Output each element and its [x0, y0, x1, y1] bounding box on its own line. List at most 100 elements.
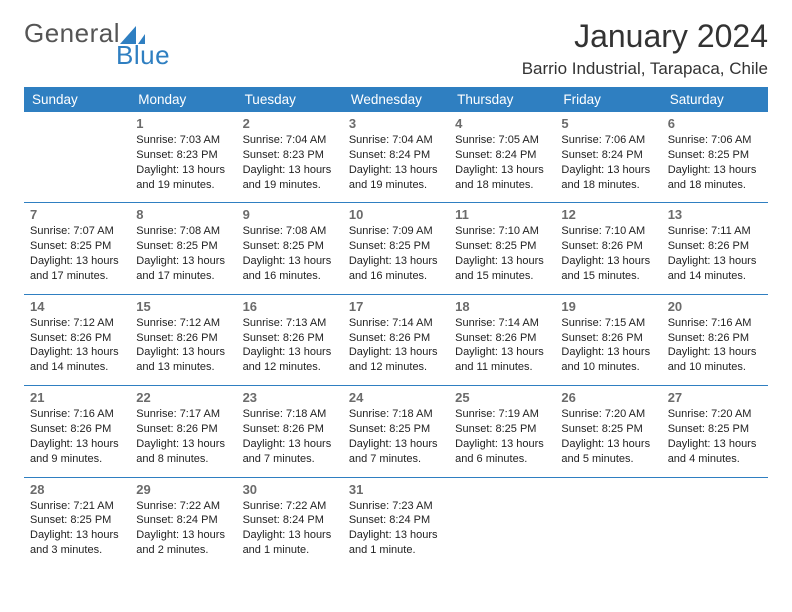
day-info: Sunrise: 7:15 AMSunset: 8:26 PMDaylight:…	[561, 316, 655, 375]
day-info: Sunrise: 7:04 AMSunset: 8:23 PMDaylight:…	[243, 133, 337, 192]
location-text: Barrio Industrial, Tarapaca, Chile	[522, 59, 768, 79]
calendar-cell: 21Sunrise: 7:16 AMSunset: 8:26 PMDayligh…	[24, 386, 130, 477]
day-number: 14	[30, 299, 124, 314]
day-info: Sunrise: 7:20 AMSunset: 8:25 PMDaylight:…	[668, 407, 762, 466]
calendar-cell: 17 Sunrise: 7:14 AMSunset: 8:26 PMDayligh…	[343, 294, 449, 385]
calendar-cell: 8 Sunrise: 7:08 AMSunset: 8:25 PMDaylight…	[130, 203, 236, 294]
calendar-cell: 22Sunrise: 7:17 AMSunset: 8:26 PMDayligh…	[130, 386, 236, 477]
day-header-row: Sunday Monday Tuesday Wednesday Thursday…	[24, 87, 768, 112]
day-number: 30	[243, 482, 337, 497]
day-number: 5	[561, 116, 655, 131]
calendar-cell: 11 Sunrise: 7:10 AMSunset: 8:25 PMDayligh…	[449, 203, 555, 294]
day-info: Sunrise: 7:21 AMSunset: 8:25 PMDaylight:…	[30, 499, 124, 558]
day-info: Sunrise: 7:10 AMSunset: 8:26 PMDaylight:…	[561, 224, 655, 283]
day-info: Sunrise: 7:17 AMSunset: 8:26 PMDaylight:…	[136, 407, 230, 466]
day-info: Sunrise: 7:04 AMSunset: 8:24 PMDaylight:…	[349, 133, 443, 192]
day-info: Sunrise: 7:11 AMSunset: 8:26 PMDaylight:…	[668, 224, 762, 283]
calendar-cell	[555, 477, 661, 568]
day-info: Sunrise: 7:23 AMSunset: 8:24 PMDaylight:…	[349, 499, 443, 558]
calendar-cell: 28 Sunrise: 7:21 AMSunset: 8:25 PMDayligh…	[24, 477, 130, 568]
day-number: 23	[243, 390, 337, 405]
day-number: 6	[668, 116, 762, 131]
calendar-cell: 4Sunrise: 7:05 AMSunset: 8:24 PMDaylight…	[449, 112, 555, 203]
dayhead-sunday: Sunday	[24, 87, 130, 112]
day-info: Sunrise: 7:22 AMSunset: 8:24 PMDaylight:…	[243, 499, 337, 558]
day-number: 19	[561, 299, 655, 314]
day-number: 26	[561, 390, 655, 405]
dayhead-saturday: Saturday	[662, 87, 768, 112]
calendar-cell: 16 Sunrise: 7:13 AMSunset: 8:26 PMDayligh…	[237, 294, 343, 385]
calendar-cell: 24 Sunrise: 7:18 AMSunset: 8:25 PMDayligh…	[343, 386, 449, 477]
day-info: Sunrise: 7:08 AMSunset: 8:25 PMDaylight:…	[136, 224, 230, 283]
day-info: Sunrise: 7:16 AMSunset: 8:26 PMDaylight:…	[668, 316, 762, 375]
calendar-week-row: 1 Sunrise: 7:03 AMSunset: 8:23 PMDaylight…	[24, 112, 768, 203]
day-number: 11	[455, 207, 549, 222]
calendar-cell: 13 Sunrise: 7:11 AMSunset: 8:26 PMDayligh…	[662, 203, 768, 294]
day-info: Sunrise: 7:10 AMSunset: 8:25 PMDaylight:…	[455, 224, 549, 283]
day-number: 17	[349, 299, 443, 314]
day-number: 8	[136, 207, 230, 222]
day-number: 12	[561, 207, 655, 222]
calendar-body: 1 Sunrise: 7:03 AMSunset: 8:23 PMDaylight…	[24, 112, 768, 568]
day-info: Sunrise: 7:22 AMSunset: 8:24 PMDaylight:…	[136, 499, 230, 558]
calendar-cell: 15Sunrise: 7:12 AMSunset: 8:26 PMDayligh…	[130, 294, 236, 385]
calendar-cell: 27Sunrise: 7:20 AMSunset: 8:25 PMDayligh…	[662, 386, 768, 477]
day-info: Sunrise: 7:05 AMSunset: 8:24 PMDaylight:…	[455, 133, 549, 192]
logo-text-general: General	[24, 18, 120, 49]
calendar-page: General Blue January 2024 Barrio Industr…	[0, 0, 792, 586]
header: General Blue January 2024 Barrio Industr…	[24, 18, 768, 79]
calendar-table: Sunday Monday Tuesday Wednesday Thursday…	[24, 87, 768, 568]
calendar-cell: 31 Sunrise: 7:23 AMSunset: 8:24 PMDayligh…	[343, 477, 449, 568]
dayhead-thursday: Thursday	[449, 87, 555, 112]
calendar-cell: 19 Sunrise: 7:15 AMSunset: 8:26 PMDayligh…	[555, 294, 661, 385]
day-info: Sunrise: 7:18 AMSunset: 8:25 PMDaylight:…	[349, 407, 443, 466]
calendar-cell: 23 Sunrise: 7:18 AMSunset: 8:26 PMDayligh…	[237, 386, 343, 477]
calendar-cell	[449, 477, 555, 568]
calendar-cell	[662, 477, 768, 568]
day-number: 18	[455, 299, 549, 314]
logo-text-blue: Blue	[116, 40, 170, 71]
day-number: 24	[349, 390, 443, 405]
title-block: January 2024 Barrio Industrial, Tarapaca…	[522, 18, 768, 79]
day-info: Sunrise: 7:12 AMSunset: 8:26 PMDaylight:…	[30, 316, 124, 375]
calendar-cell: 7Sunrise: 7:07 AMSunset: 8:25 PMDaylight…	[24, 203, 130, 294]
calendar-cell: 2Sunrise: 7:04 AMSunset: 8:23 PMDaylight…	[237, 112, 343, 203]
day-number: 21	[30, 390, 124, 405]
calendar-cell: 5 Sunrise: 7:06 AMSunset: 8:24 PMDaylight…	[555, 112, 661, 203]
calendar-cell	[24, 112, 130, 203]
calendar-cell: 29 Sunrise: 7:22 AMSunset: 8:24 PMDayligh…	[130, 477, 236, 568]
day-number: 25	[455, 390, 549, 405]
calendar-week-row: 14 Sunrise: 7:12 AMSunset: 8:26 PMDayligh…	[24, 294, 768, 385]
calendar-cell: 20 Sunrise: 7:16 AMSunset: 8:26 PMDayligh…	[662, 294, 768, 385]
day-info: Sunrise: 7:03 AMSunset: 8:23 PMDaylight:…	[136, 133, 230, 192]
day-number: 10	[349, 207, 443, 222]
calendar-cell: 9 Sunrise: 7:08 AMSunset: 8:25 PMDaylight…	[237, 203, 343, 294]
dayhead-friday: Friday	[555, 87, 661, 112]
day-info: Sunrise: 7:09 AMSunset: 8:25 PMDaylight:…	[349, 224, 443, 283]
calendar-cell: 25Sunrise: 7:19 AMSunset: 8:25 PMDayligh…	[449, 386, 555, 477]
day-number: 1	[136, 116, 230, 131]
day-info: Sunrise: 7:06 AMSunset: 8:25 PMDaylight:…	[668, 133, 762, 192]
logo: General Blue	[24, 18, 204, 49]
calendar-cell: 26Sunrise: 7:20 AMSunset: 8:25 PMDayligh…	[555, 386, 661, 477]
calendar-week-row: 21Sunrise: 7:16 AMSunset: 8:26 PMDayligh…	[24, 386, 768, 477]
day-info: Sunrise: 7:08 AMSunset: 8:25 PMDaylight:…	[243, 224, 337, 283]
day-number: 29	[136, 482, 230, 497]
calendar-cell: 18 Sunrise: 7:14 AMSunset: 8:26 PMDayligh…	[449, 294, 555, 385]
day-number: 9	[243, 207, 337, 222]
day-number: 15	[136, 299, 230, 314]
day-info: Sunrise: 7:13 AMSunset: 8:26 PMDaylight:…	[243, 316, 337, 375]
calendar-cell: 1 Sunrise: 7:03 AMSunset: 8:23 PMDaylight…	[130, 112, 236, 203]
day-info: Sunrise: 7:06 AMSunset: 8:24 PMDaylight:…	[561, 133, 655, 192]
day-info: Sunrise: 7:14 AMSunset: 8:26 PMDaylight:…	[349, 316, 443, 375]
day-number: 28	[30, 482, 124, 497]
day-number: 13	[668, 207, 762, 222]
day-number: 16	[243, 299, 337, 314]
day-number: 31	[349, 482, 443, 497]
day-info: Sunrise: 7:14 AMSunset: 8:26 PMDaylight:…	[455, 316, 549, 375]
day-number: 20	[668, 299, 762, 314]
day-info: Sunrise: 7:07 AMSunset: 8:25 PMDaylight:…	[30, 224, 124, 283]
day-info: Sunrise: 7:18 AMSunset: 8:26 PMDaylight:…	[243, 407, 337, 466]
calendar-week-row: 7Sunrise: 7:07 AMSunset: 8:25 PMDaylight…	[24, 203, 768, 294]
calendar-cell: 10 Sunrise: 7:09 AMSunset: 8:25 PMDayligh…	[343, 203, 449, 294]
